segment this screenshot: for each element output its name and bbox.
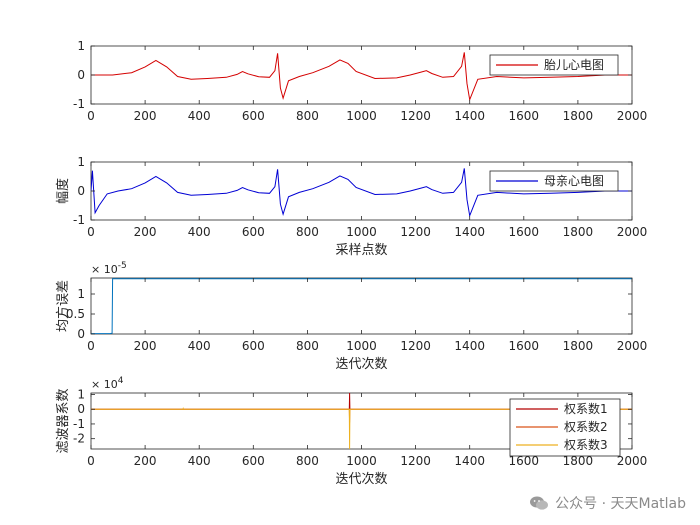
subplot-3: 0 200 400 600 800 1000 1200 1400 1600 1800 2000 0 0.…	[55, 261, 647, 372]
x-tick-label: 1800	[563, 109, 594, 123]
x-tick-label: 0	[87, 454, 95, 468]
x-tick-label: 200	[134, 109, 157, 123]
legend: 权系数1 权系数2 权系数3	[509, 398, 621, 457]
x-axis-label: 迭代次数	[335, 471, 387, 487]
x-tick-label: 1400	[454, 454, 485, 468]
y-tick-label: 1	[77, 387, 85, 401]
x-tick-label: 1600	[509, 339, 540, 353]
y-tick-label: -2	[73, 432, 85, 446]
x-tick-label: 1000	[346, 454, 377, 468]
x-tick-label: 1400	[454, 225, 485, 239]
legend-entry: 权系数2	[564, 419, 608, 434]
x-tick-label: 0	[87, 339, 95, 353]
watermark-text: 公众号 · 天天Matlab	[555, 496, 686, 512]
x-tick-label: 1200	[400, 454, 431, 468]
x-tick-label: 2000	[617, 454, 648, 468]
series-line-1	[91, 52, 632, 102]
x-axis-label: 采样点数	[335, 243, 387, 258]
y-axis-label: 滤波器系数	[56, 388, 71, 453]
x-tick-label: 1000	[346, 109, 377, 123]
x-tick-label: 1800	[563, 339, 594, 353]
x-tick-label: 1200	[400, 109, 431, 123]
x-tick-label: 1200	[400, 339, 431, 353]
x-tick-label: 2000	[617, 339, 648, 353]
y-tick-label: 1	[77, 287, 85, 301]
y-axis-label: 幅度	[55, 178, 71, 204]
x-tick-label: 1000	[346, 339, 377, 353]
x-tick-label: 600	[242, 339, 265, 353]
y-tick-label: 1	[77, 155, 85, 169]
subplot-2: 0 200 400 600 800 1000 1200 1400 1600 1800 2000-10…	[55, 155, 647, 258]
wechat-icon	[530, 496, 549, 510]
legend: 胎儿心电图	[489, 54, 619, 76]
x-tick-label: 1200	[400, 225, 431, 239]
x-tick-label: 400	[188, 454, 211, 468]
x-tick-label: 600	[242, 225, 265, 239]
x-tick-label: 1000	[346, 225, 377, 239]
y-tick-label: -1	[73, 97, 85, 111]
legend-entry: 胎儿心电图	[544, 58, 604, 72]
x-tick-label: 1800	[563, 454, 594, 468]
y-exponent: -5	[118, 261, 127, 271]
x-tick-label: 800	[296, 225, 319, 239]
x-tick-label: 1600	[509, 225, 540, 239]
x-tick-label: 800	[296, 454, 319, 468]
x-tick-label: 800	[296, 339, 319, 353]
x-tick-label: 0	[87, 225, 95, 239]
legend-entry: 权系数1	[564, 401, 608, 416]
y-tick-label: 1	[77, 39, 85, 53]
y-tick-label: 0	[77, 68, 85, 82]
y-tick-label: 0.5	[66, 307, 85, 321]
x-axis-label: 迭代次数	[335, 356, 387, 372]
x-tick-label: 0	[87, 109, 95, 123]
x-tick-label: 1600	[509, 109, 540, 123]
legend: 母亲心电图	[489, 170, 619, 192]
x-tick-label: 200	[134, 339, 157, 353]
x-tick-label: 400	[188, 225, 211, 239]
subplot-1: 0 200 400 600 800 1000 1200 1400 1600 1800 2000-10…	[73, 39, 647, 123]
y-tick-label: -1	[73, 417, 85, 431]
y-exponent: 4	[118, 376, 124, 386]
x-tick-label: 1400	[454, 109, 485, 123]
axes-box	[90, 277, 633, 335]
series-line-3	[91, 407, 632, 449]
series-line-1	[91, 168, 632, 218]
x-tick-label: 200	[134, 225, 157, 239]
legend-box	[489, 54, 619, 76]
legend-box	[489, 170, 619, 192]
y-tick-label: 0	[77, 327, 85, 341]
x-tick-label: 2000	[617, 109, 648, 123]
subplot-4: 0 200 400 600 800 1000 1200 1400 1600 1800 2000 -2-…	[56, 376, 647, 487]
x-tick-label: 600	[242, 454, 265, 468]
y-tick-label: -1	[73, 213, 85, 227]
watermark: 公众号 · 天天Matlab	[529, 493, 686, 513]
series-line-1	[91, 278, 632, 334]
y-exponent-label: × 10-5	[91, 261, 127, 276]
x-tick-label: 800	[296, 109, 319, 123]
x-tick-label: 2000	[617, 225, 648, 239]
y-tick-label: 0	[77, 402, 85, 416]
y-exponent-label: × 104	[91, 376, 124, 391]
y-tick-label: 0	[77, 184, 85, 198]
x-tick-label: 1800	[563, 225, 594, 239]
legend-entry: 母亲心电图	[544, 174, 604, 188]
x-tick-label: 400	[188, 109, 211, 123]
x-tick-label: 1600	[509, 454, 540, 468]
x-tick-label: 200	[134, 454, 157, 468]
y-axis-label: 均方误差	[55, 280, 71, 332]
x-tick-label: 1400	[454, 339, 485, 353]
x-tick-label: 600	[242, 109, 265, 123]
x-tick-label: 400	[188, 339, 211, 353]
legend-entry: 权系数3	[564, 437, 608, 452]
